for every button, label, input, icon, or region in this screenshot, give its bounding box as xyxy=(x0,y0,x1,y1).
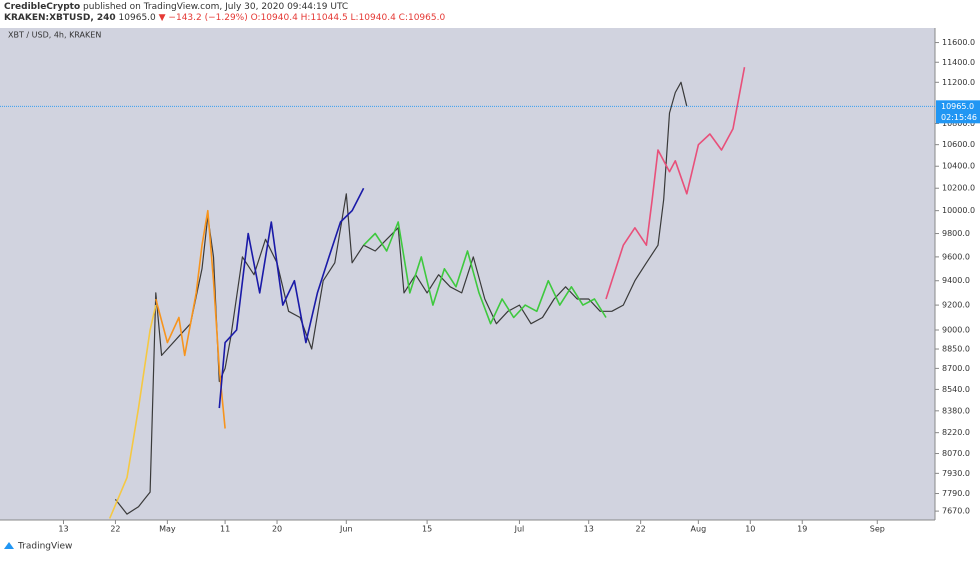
x-tick-label: 15 xyxy=(422,525,432,534)
price-line xyxy=(114,81,688,515)
y-tick-label: 11200.0 xyxy=(942,78,975,87)
x-tick-label: 10 xyxy=(745,525,755,534)
x-tick-label: 19 xyxy=(797,525,807,534)
y-tick-label: 7670.0 xyxy=(942,507,970,516)
y-tick-label: 9000.0 xyxy=(942,325,970,334)
x-tick-label: 13 xyxy=(58,525,68,534)
author: CredibleCrypto xyxy=(4,2,80,12)
last-price-label: 10965.0 xyxy=(941,102,974,111)
last-price-box xyxy=(936,100,980,124)
x-tick-label: 13 xyxy=(584,525,594,534)
y-tick-label: 10200.0 xyxy=(942,184,975,193)
change: ▼ −143.2 (−1.29%) xyxy=(159,13,248,23)
y-tick-label: 7790.0 xyxy=(942,489,970,498)
price-line xyxy=(108,304,157,519)
last: 10965.0 xyxy=(119,13,156,23)
y-tick-label: 9600.0 xyxy=(942,252,970,261)
y-tick-label: 8220.0 xyxy=(942,428,970,437)
x-tick-label: Sep xyxy=(870,525,885,534)
x-tick-label: Jul xyxy=(514,525,525,534)
y-tick-label: 8540.0 xyxy=(942,385,970,394)
countdown: 02:15:46 xyxy=(941,113,977,122)
x-tick-label: May xyxy=(159,525,176,534)
price-line xyxy=(218,187,365,409)
y-tick-label: 8700.0 xyxy=(942,364,970,373)
x-tick-label: 11 xyxy=(220,525,230,534)
y-tick-label: 9200.0 xyxy=(942,301,970,310)
x-tick-label: 20 xyxy=(272,525,282,534)
x-tick-label: Aug xyxy=(691,525,707,534)
header-line: KRAKEN:XBTUSD, 240 10965.0 ▼ −143.2 (−1.… xyxy=(4,13,445,23)
y-tick-label: 9800.0 xyxy=(942,229,970,238)
y-tick-label: 8070.0 xyxy=(942,449,970,458)
y-tick-label: 9400.0 xyxy=(942,276,970,285)
ohlc: O:10940.4 H:11044.5 L:10940.4 C:10965.0 xyxy=(251,13,446,23)
symbol-annotation: XBT / USD, 4h, KRAKEN xyxy=(8,31,101,40)
x-tick-label: 22 xyxy=(110,525,120,534)
y-tick-label: 10800.0 xyxy=(942,119,975,128)
y-tick-label: 10000.0 xyxy=(942,206,975,215)
y-tick-label: 10600.0 xyxy=(942,140,975,149)
y-tick-label: 11600.0 xyxy=(942,38,975,47)
y-tick-label: 7930.0 xyxy=(942,469,970,478)
x-tick-label: 22 xyxy=(636,525,646,534)
symbol: KRAKEN:XBTUSD, 240 xyxy=(4,13,116,23)
header-line: CredibleCrypto published on TradingView.… xyxy=(4,2,348,12)
price-line xyxy=(363,221,607,325)
y-tick-label: 8380.0 xyxy=(942,406,970,415)
footer: TradingView xyxy=(17,542,72,552)
price-line xyxy=(155,209,226,429)
y-tick-label: 8850.0 xyxy=(942,345,970,354)
y-tick-label: 10400.0 xyxy=(942,162,975,171)
published: published on TradingView.com, July 30, 2… xyxy=(83,2,348,12)
y-tick-label: 11400.0 xyxy=(942,58,975,67)
logo xyxy=(4,542,14,549)
x-tick-label: Jun xyxy=(339,525,353,534)
price-line xyxy=(605,67,746,300)
